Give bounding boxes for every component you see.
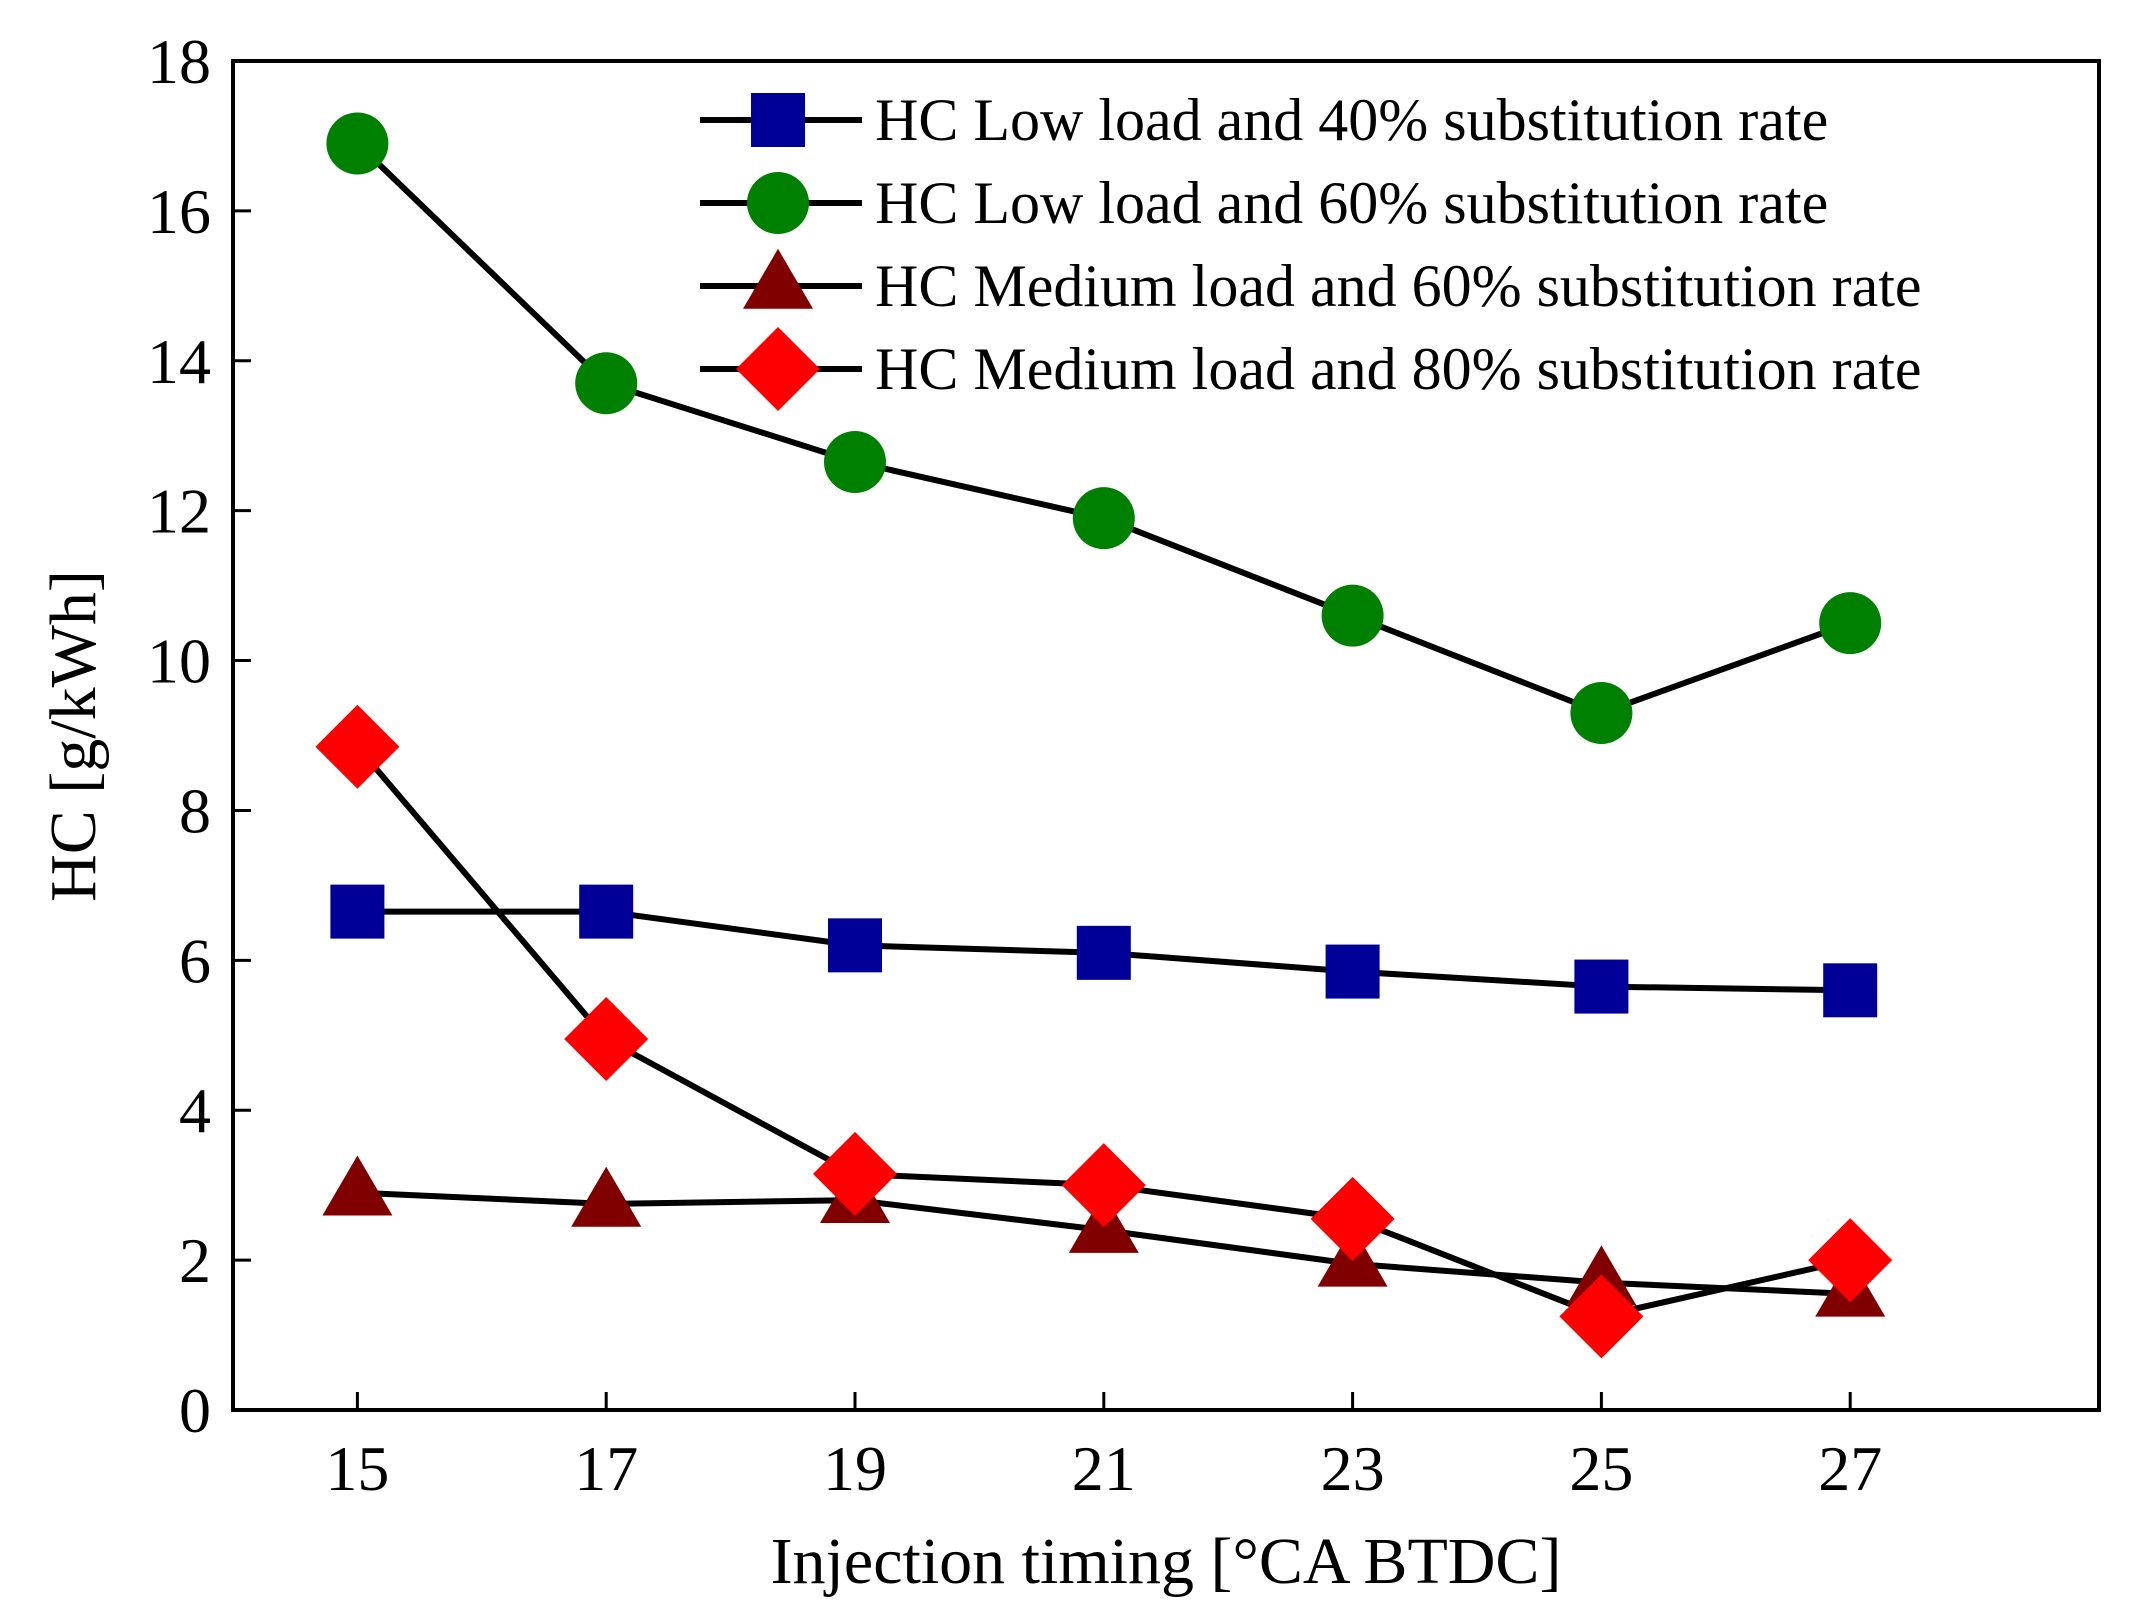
series-3-point: [322, 1155, 393, 1216]
series-4-point: [1061, 1143, 1146, 1228]
series-2-point: [824, 430, 886, 493]
plot-frame: [231, 59, 2101, 1412]
series-2-point: [1570, 682, 1633, 745]
x-tick-label: 17: [574, 1433, 638, 1504]
legend-label-1: HC Low load and 40% substitution rate: [875, 87, 1828, 153]
y-tick-label: 0: [179, 1375, 211, 1446]
y-tick-label: 4: [179, 1075, 211, 1146]
axis-labels: Injection timing [°CA BTDC] HC [g/kWh]: [37, 570, 1561, 1598]
legend-label-2: HC Low load and 60% substitution rate: [875, 170, 1828, 236]
series-4-point: [1808, 1218, 1893, 1303]
y-tick-label: 8: [179, 775, 211, 846]
series-1-point: [1574, 959, 1629, 1014]
series-1-point: [1076, 925, 1131, 980]
legend-label-4: HC Medium load and 80% substitution rate: [875, 336, 1922, 402]
y-tick-label: 2: [179, 1225, 211, 1296]
series-4-point: [315, 704, 400, 789]
series-layer: [315, 112, 1893, 1359]
y-tick-label: 12: [147, 476, 211, 547]
x-tick-label: 23: [1321, 1433, 1385, 1504]
series-4-point: [564, 997, 649, 1082]
y-tick-label: 18: [147, 26, 211, 97]
y-tick-label: 6: [179, 925, 211, 996]
x-tick-label: 15: [325, 1433, 389, 1504]
x-tick-label: 19: [823, 1433, 887, 1504]
series-1-point: [1325, 944, 1380, 999]
y-tick-label: 14: [147, 326, 211, 397]
series-1-point: [579, 884, 634, 939]
x-tick-label: 27: [1818, 1433, 1882, 1504]
series-1-point: [828, 918, 882, 973]
legend: HC Low load and 40% substitution rate HC …: [700, 87, 1922, 411]
x-tick-label: 21: [1072, 1433, 1136, 1504]
series-4-point: [1559, 1274, 1644, 1359]
legend-label-3: HC Medium load and 60% substitution rate: [875, 253, 1922, 319]
series-2-point: [1321, 584, 1384, 647]
series-1-point: [1823, 963, 1878, 1018]
x-tick-label: 25: [1569, 1433, 1633, 1504]
series-2-point: [575, 352, 638, 415]
y-tick-label: 16: [147, 176, 211, 247]
legend-marker-3: [743, 248, 813, 309]
series-1-point: [330, 884, 385, 939]
y-tick-label: 10: [147, 626, 211, 697]
series-4-point: [1310, 1176, 1395, 1261]
series-4-point: [813, 1131, 897, 1216]
series-2-point: [326, 112, 389, 175]
legend-marker-1: [751, 93, 805, 147]
x-axis-title: Injection timing [°CA BTDC]: [771, 1525, 1562, 1598]
series-2-point: [1819, 592, 1882, 655]
y-axis-title: HC [g/kWh]: [37, 570, 110, 902]
series-2-point: [1072, 487, 1135, 550]
legend-marker-4: [736, 327, 820, 411]
series-3-point: [571, 1166, 642, 1227]
tick-marks: 15 17 19 21 23 25 27 0 2 4 6 8 10 12 14 16 18: [147, 26, 1882, 1504]
legend-marker-2: [747, 172, 809, 234]
